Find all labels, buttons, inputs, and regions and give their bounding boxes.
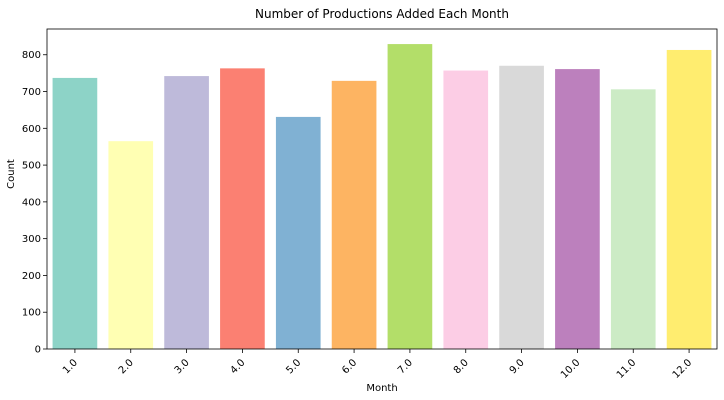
x-tick-label: 4.0 [229, 357, 248, 376]
x-tick-label: 10.0 [559, 357, 583, 381]
x-tick-label: 11.0 [615, 357, 639, 381]
bar-2.0 [108, 141, 154, 349]
y-tick-label: 100 [22, 308, 41, 319]
x-tick-label: 3.0 [173, 357, 192, 376]
bar-8.0 [443, 70, 489, 349]
y-tick-label: 600 [22, 124, 41, 135]
x-tick-label: 8.0 [452, 357, 471, 376]
x-tick-label: 6.0 [340, 357, 359, 376]
x-tick-label: 5.0 [284, 357, 303, 376]
x-tick-label: 1.0 [61, 357, 80, 376]
y-tick-label: 500 [22, 161, 41, 172]
x-tick-label: 12.0 [671, 357, 695, 381]
x-tick-label: 7.0 [396, 357, 415, 376]
y-tick-label: 700 [22, 87, 41, 98]
chart-title: Number of Productions Added Each Month [255, 7, 509, 21]
y-tick-label: 200 [22, 271, 41, 282]
y-tick-label: 0 [35, 345, 41, 356]
bar-3.0 [164, 76, 209, 349]
x-tick-label: 2.0 [117, 357, 136, 376]
x-axis-label: Month [366, 383, 397, 394]
plot-area: 0 100 200 300 400 500 600 700 800 1.0 2.0 3.0 4.0 5.0… [22, 28, 718, 381]
bar-5.0 [275, 116, 321, 349]
y-tick-label: 300 [22, 234, 41, 245]
bar-4.0 [220, 68, 265, 350]
y-tick-label: 800 [22, 50, 41, 61]
plot-frame [46, 28, 718, 350]
bar-6.0 [331, 80, 377, 350]
bar-9.0 [499, 65, 544, 349]
bar-12.0 [666, 49, 712, 349]
x-tick-label: 9.0 [508, 357, 527, 376]
bar-11.0 [610, 89, 656, 349]
y-tick-label: 400 [22, 197, 41, 208]
bar-1.0 [52, 77, 98, 350]
y-axis-label: Count [6, 159, 17, 189]
bar-7.0 [387, 44, 433, 349]
bar-10.0 [555, 69, 600, 349]
